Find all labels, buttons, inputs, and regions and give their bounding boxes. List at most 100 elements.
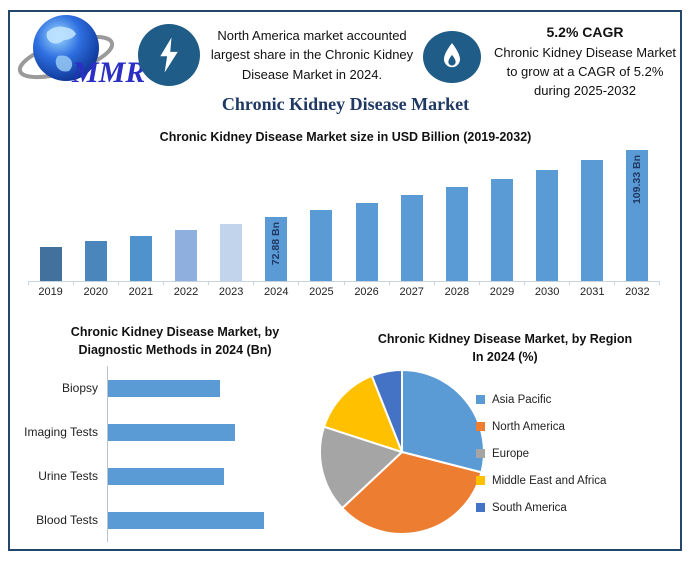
bar-2021 (129, 236, 152, 281)
bar-value-label-2032: 109.33 Bn (631, 155, 644, 205)
flame-badge (423, 31, 481, 83)
tick (433, 281, 479, 285)
bar-column-2022 (163, 140, 208, 281)
x-label-2028: 2028 (444, 286, 470, 298)
bar-blood-tests (108, 511, 264, 529)
tick (163, 281, 208, 285)
legend-label: Europe (492, 447, 530, 460)
x-label-2027: 2027 (399, 286, 424, 298)
bar-chart-plot: 72.88 Bn 109.33 Bn (28, 140, 660, 282)
x-label-2023: 2023 (218, 286, 244, 298)
bar-column-2031 (570, 140, 615, 281)
bar-track (107, 454, 310, 498)
tick (388, 281, 434, 285)
page-title: Chronic Kidney Disease Market (221, 94, 470, 114)
bar-track (107, 410, 310, 454)
north-america-callout: North America market accounted largest s… (210, 27, 414, 82)
bar-track (107, 498, 310, 542)
tick (73, 281, 118, 285)
tick (523, 281, 569, 285)
legend-item-europe: Europe (476, 440, 606, 467)
x-label-2022: 2022 (173, 286, 199, 298)
lightning-badge (138, 24, 200, 86)
bar-2019 (39, 247, 62, 281)
category-label: Imaging Tests (24, 425, 98, 439)
lightning-bolt-icon (160, 37, 178, 73)
bar-2020 (84, 241, 107, 281)
bar-column-2027 (389, 140, 434, 281)
bar-column-2024: 72.88 Bn (254, 140, 299, 281)
cagr-description: Chronic Kidney Disease Market to grow at… (493, 45, 677, 98)
x-label-2029: 2029 (489, 286, 515, 298)
category-label: Urine Tests (38, 469, 98, 483)
diagnostic-row-urine-tests: Urine Tests (10, 454, 310, 498)
cagr-callout: 5.2% CAGR Chronic Kidney Disease Market … (487, 24, 683, 101)
x-label-2030: 2030 (534, 286, 560, 298)
bar-2028 (445, 187, 468, 281)
tick (568, 281, 614, 285)
region-chart-title: Chronic Kidney Disease Market, by Region… (377, 332, 633, 365)
category-label: Blood Tests (36, 513, 98, 527)
bar-chart-title: Chronic Kidney Disease Market size in US… (159, 130, 532, 144)
bar-chart-axis-ticks (28, 281, 661, 285)
legend-swatch (476, 476, 485, 485)
bar-2022 (174, 230, 197, 281)
bar-2026 (355, 203, 378, 281)
bar-column-2019 (28, 140, 73, 281)
cagr-value: 5.2% CAGR (546, 24, 624, 40)
legend-label: South America (492, 501, 567, 514)
bar-column-2029 (479, 140, 524, 281)
bar-column-2028 (434, 140, 479, 281)
x-label-2024: 2024 (264, 286, 289, 298)
bar-urine-tests (108, 467, 224, 485)
x-label-2031: 2031 (580, 286, 605, 298)
legend-item-middle-east-and-africa: Middle East and Africa (476, 467, 606, 494)
pie-slice-south-america (370, 368, 403, 453)
category-label: Biopsy (61, 381, 98, 395)
diagnostic-row-imaging-tests: Imaging Tests (10, 410, 310, 454)
x-label-2021: 2021 (128, 286, 154, 298)
diagnostic-row-biopsy: Biopsy (10, 366, 310, 410)
legend-swatch (476, 395, 485, 404)
legend-swatch (476, 503, 485, 512)
x-label-2026: 2026 (354, 286, 379, 298)
bar-track (107, 366, 310, 410)
bar-2029 (490, 179, 513, 281)
tick (478, 281, 524, 285)
legend-swatch (476, 422, 485, 431)
bar-biopsy (108, 379, 220, 397)
bar-column-2021 (118, 140, 163, 281)
bar-2023 (220, 224, 243, 281)
logo-text: MMR (71, 56, 144, 89)
tick (28, 281, 73, 285)
bar-column-2032: 109.33 Bn (615, 140, 660, 281)
legend-label: Asia Pacific (492, 393, 552, 406)
tick (208, 281, 253, 285)
tick (343, 281, 389, 285)
tick (253, 281, 298, 285)
bar-2030 (536, 170, 559, 281)
legend-label: Middle East and Africa (492, 474, 607, 487)
bar-column-2023 (209, 140, 254, 281)
bar-column-2025 (299, 140, 344, 281)
region-pie-chart (319, 368, 485, 535)
tick (614, 281, 661, 285)
legend-swatch (476, 449, 485, 458)
legend-item-asia-pacific: Asia Pacific (476, 386, 606, 413)
bar-imaging-tests (108, 423, 235, 441)
pie-legend: Asia Pacific North America Europe Middle Ea… (476, 386, 606, 521)
x-label-2025: 2025 (309, 286, 334, 298)
x-label-2032: 2032 (625, 286, 650, 298)
tick (298, 281, 343, 285)
legend-label: North America (492, 420, 565, 433)
bar-column-2020 (73, 140, 118, 281)
bar-column-2030 (525, 140, 570, 281)
bar-value-label-2024: 72.88 Bn (270, 222, 283, 266)
bar-column-2026 (344, 140, 389, 281)
diagnostic-row-blood-tests: Blood Tests (10, 498, 310, 542)
legend-item-south-america: South America (476, 494, 606, 521)
bar-2031 (581, 160, 604, 281)
legend-item-north-america: North America (476, 413, 606, 440)
diagnostic-chart-plot: Biopsy Imaging Tests Urine Tests Blood Test… (10, 366, 310, 542)
